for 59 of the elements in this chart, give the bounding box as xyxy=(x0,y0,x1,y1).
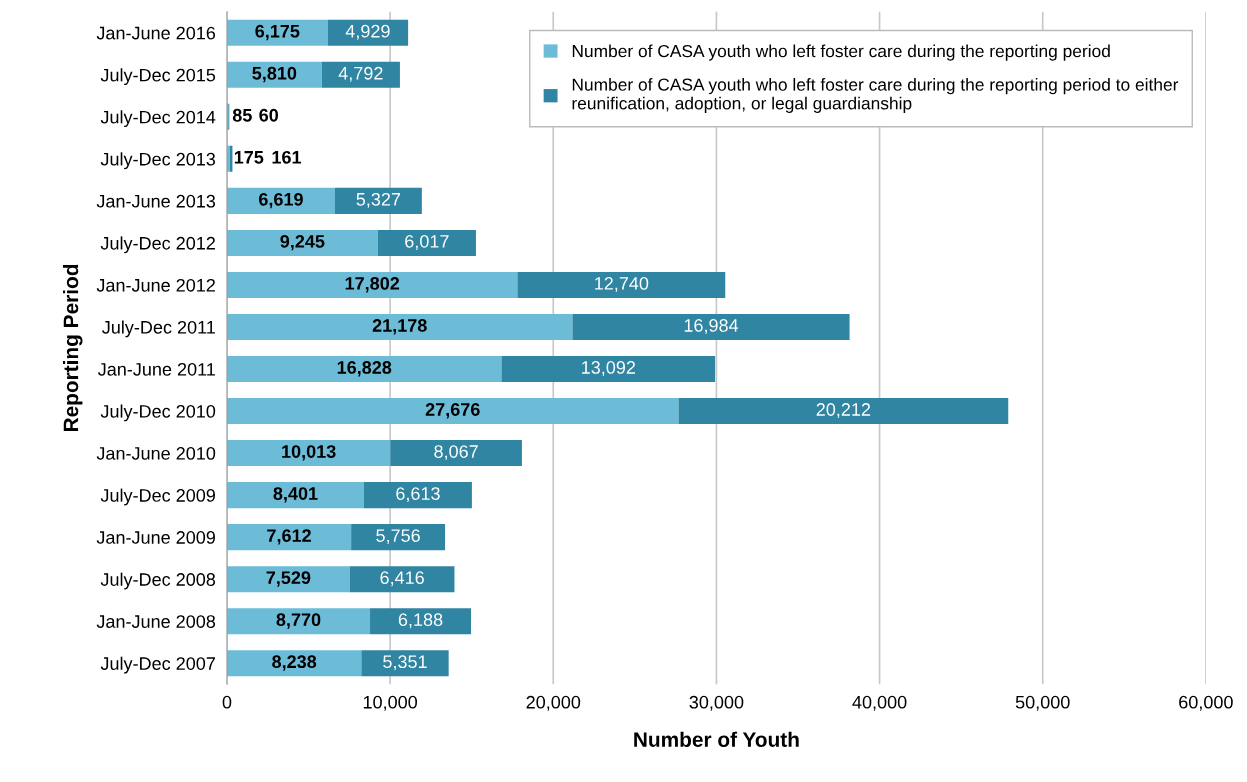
data-label: 175 xyxy=(234,151,264,164)
y-tick-label: July-Dec 2008 xyxy=(100,572,216,590)
x-tick-label: 40,000 xyxy=(852,695,907,711)
data-label: 6,613 xyxy=(396,487,440,503)
data-label: 4,792 xyxy=(338,66,383,82)
data-label: 21,178 xyxy=(372,319,427,335)
data-label: 8,067 xyxy=(434,445,478,461)
x-tick-label: 50,000 xyxy=(1015,695,1070,711)
data-label: 12,740 xyxy=(595,277,649,292)
y-tick-label: July-Dec 2013 xyxy=(100,152,216,170)
data-label: 85 xyxy=(232,108,252,122)
y-tick-label: Jan-June 2009 xyxy=(96,531,215,544)
data-label: 8,401 xyxy=(273,487,318,503)
data-label: 5,351 xyxy=(383,655,427,671)
y-tick-label: July-Dec 2015 xyxy=(100,68,216,86)
y-tick-label: July-Dec 2009 xyxy=(100,488,215,506)
data-label: 16,984 xyxy=(684,319,739,334)
y-tick-label: Jan-June 2008 xyxy=(96,615,216,628)
y-tick-label: July-Dec 2014 xyxy=(100,110,216,128)
legend-label: Number of CASA youth who left foster care during the reporting period to either reunification, adoption, or legal guardianship xyxy=(572,78,1179,113)
data-label: 17,802 xyxy=(345,277,400,293)
data-label: 10,013 xyxy=(282,445,336,461)
y-tick-label: Jan-June 2011 xyxy=(98,362,215,376)
data-label: 6,175 xyxy=(255,24,300,41)
x-axis-title: Number of Youth xyxy=(634,731,799,747)
y-tick-label: Jan-June 2012 xyxy=(96,278,215,292)
y-tick-label: Jan-June 2016 xyxy=(96,26,216,40)
data-label: 27,676 xyxy=(425,403,480,419)
data-label: 5,756 xyxy=(376,529,420,545)
y-axis-title: Reporting Period xyxy=(62,264,83,432)
data-label: 161 xyxy=(272,150,302,164)
data-label: 60 xyxy=(259,108,279,122)
x-tick-label: 60,000 xyxy=(1179,695,1233,711)
legend-label: Number of CASA youth who left foster care during the reporting period xyxy=(572,44,1110,61)
x-tick-label: 20,000 xyxy=(526,695,581,711)
x-tick-label: 30,000 xyxy=(689,695,744,711)
data-label: 6,188 xyxy=(398,613,443,629)
data-label: 8,238 xyxy=(272,655,317,671)
y-tick-label: July-Dec 2012 xyxy=(100,236,215,254)
data-label: 6,619 xyxy=(259,192,303,209)
data-label: 8,770 xyxy=(276,613,321,629)
y-tick-label: Jan-June 2013 xyxy=(96,194,216,208)
data-label: 7,612 xyxy=(267,529,311,545)
y-tick-label: Jan-June 2010 xyxy=(96,447,216,460)
data-label: 5,327 xyxy=(356,192,401,208)
x-tick-label: 0 xyxy=(222,695,232,709)
data-label: 13,092 xyxy=(582,361,636,376)
data-label: 5,810 xyxy=(252,66,297,83)
y-tick-label: July-Dec 2011 xyxy=(102,320,215,338)
data-label: 4,929 xyxy=(345,24,390,40)
data-label: 16,828 xyxy=(337,361,392,377)
y-tick-label: July-Dec 2010 xyxy=(100,404,216,422)
data-label: 7,529 xyxy=(266,571,311,587)
data-label: 6,416 xyxy=(380,571,424,587)
data-label: 9,245 xyxy=(280,234,325,251)
x-tick-label: 10,000 xyxy=(363,695,418,711)
y-tick-label: July-Dec 2007 xyxy=(100,656,215,674)
data-label: 6,017 xyxy=(405,234,449,250)
data-label: 20,212 xyxy=(816,403,871,419)
